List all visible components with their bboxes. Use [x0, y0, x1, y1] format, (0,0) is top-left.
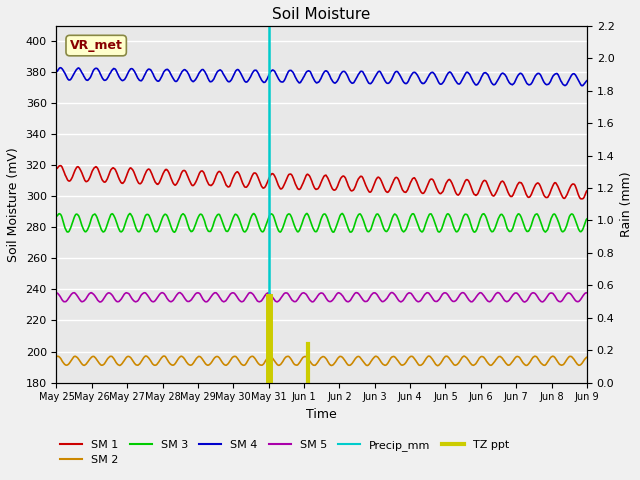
- Y-axis label: Soil Moisture (mV): Soil Moisture (mV): [7, 147, 20, 262]
- Title: Soil Moisture: Soil Moisture: [273, 7, 371, 22]
- Text: VR_met: VR_met: [70, 39, 123, 52]
- Legend: SM 1, SM 2, SM 3, SM 4, SM 5, Precip_mm, TZ ppt: SM 1, SM 2, SM 3, SM 4, SM 5, Precip_mm,…: [56, 435, 513, 470]
- X-axis label: Time: Time: [307, 408, 337, 421]
- Y-axis label: Rain (mm): Rain (mm): [620, 171, 633, 237]
